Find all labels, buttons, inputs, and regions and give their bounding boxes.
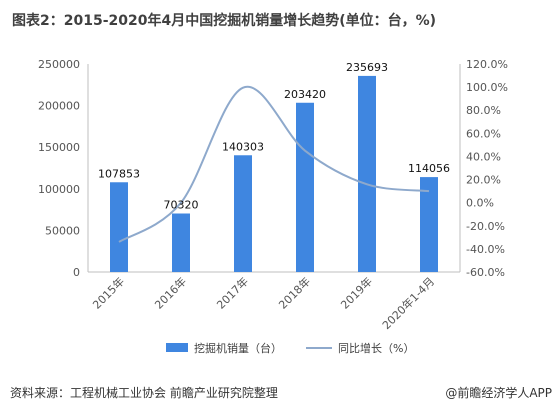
bar-value-label: 203420 [284,88,326,101]
legend-bar-label: 挖掘机销量（台） [194,341,282,355]
y-right-tick-label: 20.0% [466,174,501,187]
bar [296,102,314,272]
legend-line-label: 同比增长（%） [338,341,414,355]
y-left-tick-label: 100000 [38,183,80,196]
y-right-tick-label: 120.0% [466,58,508,71]
bar-value-label: 140303 [222,140,264,153]
line-series [118,85,430,243]
growth-line [118,85,430,243]
bar-value-label: 107853 [98,167,140,180]
bar [110,182,128,272]
y-right-tick-label: -20.0% [466,220,505,233]
y-right-tick-label: 0.0% [466,197,494,210]
y-right-tick-label: 80.0% [466,104,501,117]
y-left-tick-label: 200000 [38,100,80,113]
bar [234,155,252,272]
x-tick-label: 2015年 [90,274,127,311]
y-left-tick-label: 250000 [38,58,80,71]
legend-bar-swatch [166,343,188,352]
x-tick-label: 2016年 [152,274,189,311]
y-left-tick-label: 0 [73,266,80,279]
chart-title: 图表2：2015-2020年4月中国挖掘机销量增长趋势(单位：台，%) [12,13,437,29]
y-right-tick-label: -40.0% [466,243,505,256]
y-right-tick-label: 100.0% [466,81,508,94]
y-left-tick-label: 150000 [38,141,80,154]
x-tick-label: 2017年 [214,274,251,311]
bar [420,177,438,272]
bar [172,213,190,272]
bar [358,75,376,272]
source-note: 资料来源：工程机械工业协会 前瞻产业研究院整理 [10,386,278,400]
brand-credit: @前瞻经济学人APP [445,386,552,400]
bar-value-label: 70320 [164,198,199,211]
y-right-tick-label: -60.0% [466,266,505,279]
y-left-tick-label: 50000 [45,224,80,237]
bar-value-label: 235693 [346,61,388,74]
y-right-tick-label: 60.0% [466,127,501,140]
x-tick-label: 2018年 [276,274,313,311]
bar-value-label: 114056 [408,162,450,175]
chart-legend: 挖掘机销量（台） 同比增长（%） [166,341,414,355]
bar-series [110,75,438,272]
y-right-tick-label: 40.0% [466,150,501,163]
x-tick-label: 2019年 [338,274,375,311]
x-tick-label: 2020年1-4月 [379,274,437,332]
data-labels: 107853 70320 140303 203420 235693 114056 [98,61,450,212]
